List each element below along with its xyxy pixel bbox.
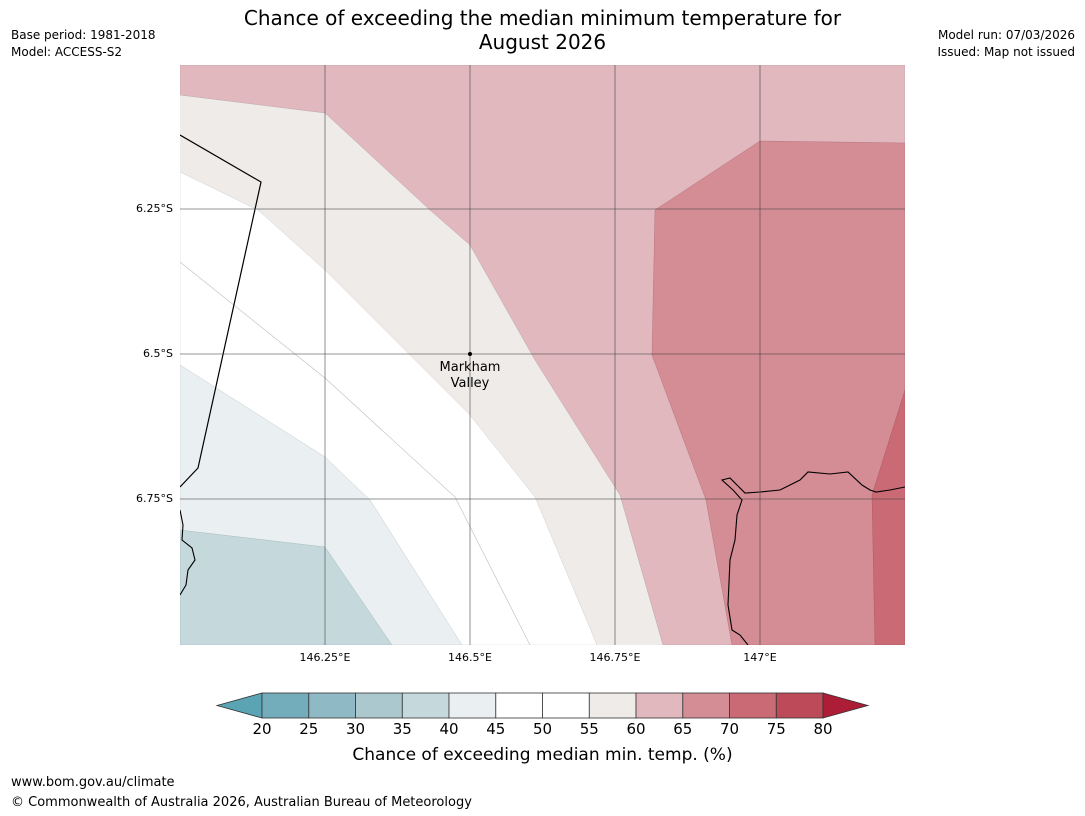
footer-url[interactable]: www.bom.gov.au/climate <box>11 775 175 790</box>
town-marker <box>468 352 472 356</box>
colorbar-tick: 45 <box>486 720 506 738</box>
lat-label: 6.25°S <box>136 202 173 215</box>
colorbar-under <box>215 692 263 719</box>
colorbar-tick: 35 <box>392 720 412 738</box>
colorbar-tick: 80 <box>813 720 833 738</box>
place-name-line-2: Valley <box>450 376 490 391</box>
lat-label: 6.75°S <box>136 492 173 505</box>
colorbar-seg <box>542 692 590 719</box>
colorbar-tick: 75 <box>766 720 786 738</box>
lon-label: 146.5°E <box>448 651 492 664</box>
model-info: Base period: 1981-2018 Model: ACCESS-S2 <box>11 27 156 61</box>
lon-label: 146.75°E <box>589 651 641 664</box>
colorbar-label: Chance of exceeding median min. temp. (%… <box>352 745 733 765</box>
coastline-south <box>180 509 196 596</box>
colorbar-tick: 20 <box>252 720 272 738</box>
colorbar-tick: 70 <box>719 720 740 738</box>
contour-line <box>180 261 531 645</box>
coastline-east <box>720 471 905 645</box>
zone-35-40 <box>180 529 393 645</box>
colorbar-seg <box>495 692 543 719</box>
colorbar-seg <box>448 692 497 719</box>
colorbar-over <box>822 692 870 719</box>
colorbar-seg <box>635 692 684 719</box>
map-title: Chance of exceeding the median minimum t… <box>180 6 905 54</box>
colorbar-tick: 25 <box>299 720 319 738</box>
colorbar-tick: 55 <box>579 720 599 738</box>
colorbar-seg <box>682 692 730 719</box>
base-period: Base period: 1981-2018 <box>11 28 156 42</box>
zone-65-70 <box>651 140 905 645</box>
colorbar-seg <box>775 692 824 719</box>
place-label: Markham Valley <box>440 360 501 392</box>
colorbar-tick: 40 <box>439 720 459 738</box>
place-name-line-1: Markham <box>439 360 501 375</box>
lat-label: 6.5°S <box>143 347 173 360</box>
lon-label: 147°E <box>743 651 777 664</box>
colorbar-seg <box>401 692 450 719</box>
lon-label: 146.25°E <box>299 651 351 664</box>
colorbar-seg <box>261 692 310 719</box>
title-line-2: August 2026 <box>478 30 607 54</box>
colorbar-seg <box>729 692 777 719</box>
colorbar-tick: 50 <box>532 720 553 738</box>
footer-copyright: © Commonwealth of Australia 2026, Austra… <box>11 795 472 810</box>
colorbar-tick: 60 <box>626 720 646 738</box>
colorbar <box>215 692 870 719</box>
model-name: Model: ACCESS-S2 <box>11 45 123 59</box>
run-info: Model run: 07/03/2026 Issued: Map not is… <box>937 27 1075 61</box>
issued-status: Issued: Map not issued <box>937 45 1075 59</box>
colorbar-seg <box>588 692 637 719</box>
title-line-1: Chance of exceeding the median minimum t… <box>243 6 842 30</box>
colorbar-tick: 30 <box>345 720 366 738</box>
zone-70-75 <box>871 389 905 645</box>
model-run: Model run: 07/03/2026 <box>937 28 1075 42</box>
colorbar-seg <box>355 692 403 719</box>
colorbar-seg <box>308 692 356 719</box>
colorbar-tick: 65 <box>673 720 693 738</box>
border-line <box>180 134 262 488</box>
